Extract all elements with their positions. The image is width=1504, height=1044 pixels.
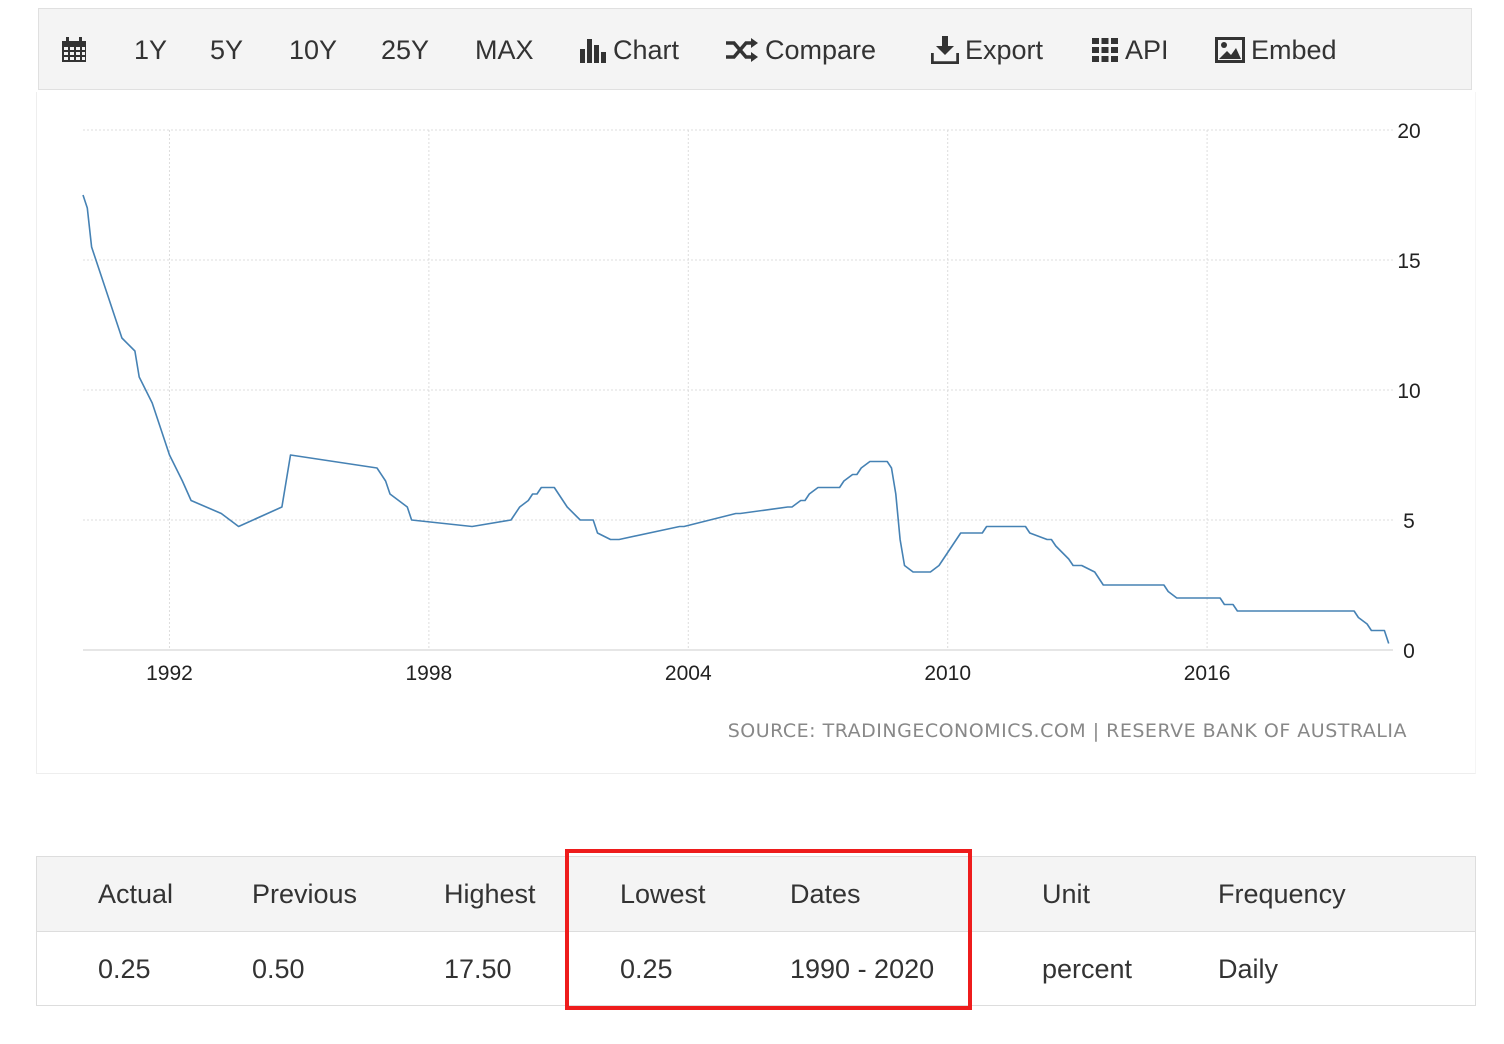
value-lowest: 0.25 xyxy=(620,954,673,984)
value-dates: 1990 - 2020 xyxy=(790,954,935,984)
y-tick-label: 20 xyxy=(1397,120,1420,143)
value-previous: 0.50 xyxy=(252,954,305,984)
x-tick-label: 2004 xyxy=(665,662,712,685)
y-tick-label: 5 xyxy=(1403,510,1415,533)
x-tick-label: 2010 xyxy=(924,662,971,685)
bar-chart-icon xyxy=(580,39,606,63)
header-lowest: Lowest xyxy=(620,879,706,909)
value-actual: 0.25 xyxy=(98,954,151,984)
header-dates: Dates xyxy=(790,879,861,909)
data-series-line xyxy=(82,194,1390,644)
header-highest: Highest xyxy=(444,879,536,909)
api-button[interactable]: API xyxy=(1091,9,1169,91)
compare-button[interactable]: Compare xyxy=(725,9,876,91)
header-frequency: Frequency xyxy=(1218,879,1346,909)
range-25y-button[interactable]: 25Y xyxy=(381,35,430,65)
source-attribution: SOURCE: TRADINGECONOMICS.COM | RESERVE B… xyxy=(727,720,1407,742)
embed-button[interactable]: Embed xyxy=(1215,9,1337,91)
header-actual: Actual xyxy=(98,879,174,909)
chart-panel: 0 5 10 15 20 1992 1998 2004 2010 2016 SOURCE: TRA… xyxy=(36,92,1476,774)
value-highest: 17.50 xyxy=(444,954,512,984)
grid-icon xyxy=(1092,38,1118,62)
header-unit: Unit xyxy=(1042,879,1091,909)
x-tick-label: 1992 xyxy=(146,662,193,685)
line-chart: 0 5 10 15 20 1992 1998 2004 2010 2016 xyxy=(82,120,1421,685)
export-button[interactable]: Export xyxy=(931,9,1043,91)
stats-table: Actual Previous Highest Lowest Dates Uni… xyxy=(36,856,1476,1006)
value-unit: percent xyxy=(1042,954,1133,984)
x-tick-label: 2016 xyxy=(1184,662,1231,685)
calendar-icon xyxy=(62,37,86,62)
range-max-button[interactable]: MAX xyxy=(475,35,534,65)
image-icon xyxy=(1215,37,1245,63)
range-1y-button[interactable]: 1Y xyxy=(134,35,168,65)
stats-header-row: Actual Previous Highest Lowest Dates Uni… xyxy=(37,857,1475,932)
chart-type-button[interactable]: Chart xyxy=(579,9,679,91)
y-tick-label: 10 xyxy=(1397,380,1420,403)
value-frequency: Daily xyxy=(1218,954,1279,984)
range-5y-button[interactable]: 5Y xyxy=(210,35,244,65)
x-tick-label: 1998 xyxy=(406,662,453,685)
y-tick-label: 15 xyxy=(1397,250,1420,273)
chart-toolbar: 1Y 5Y 10Y 25Y MAX Chart Compare Export xyxy=(38,8,1472,90)
download-icon xyxy=(931,36,959,64)
shuffle-icon xyxy=(726,38,758,62)
range-10y-button[interactable]: 10Y xyxy=(289,35,338,65)
header-previous: Previous xyxy=(252,879,358,909)
y-tick-label: 0 xyxy=(1403,640,1415,663)
stats-value-row: 0.25 0.50 17.50 0.25 1990 - 2020 percent… xyxy=(37,932,1475,1006)
calendar-button[interactable] xyxy=(61,9,93,91)
